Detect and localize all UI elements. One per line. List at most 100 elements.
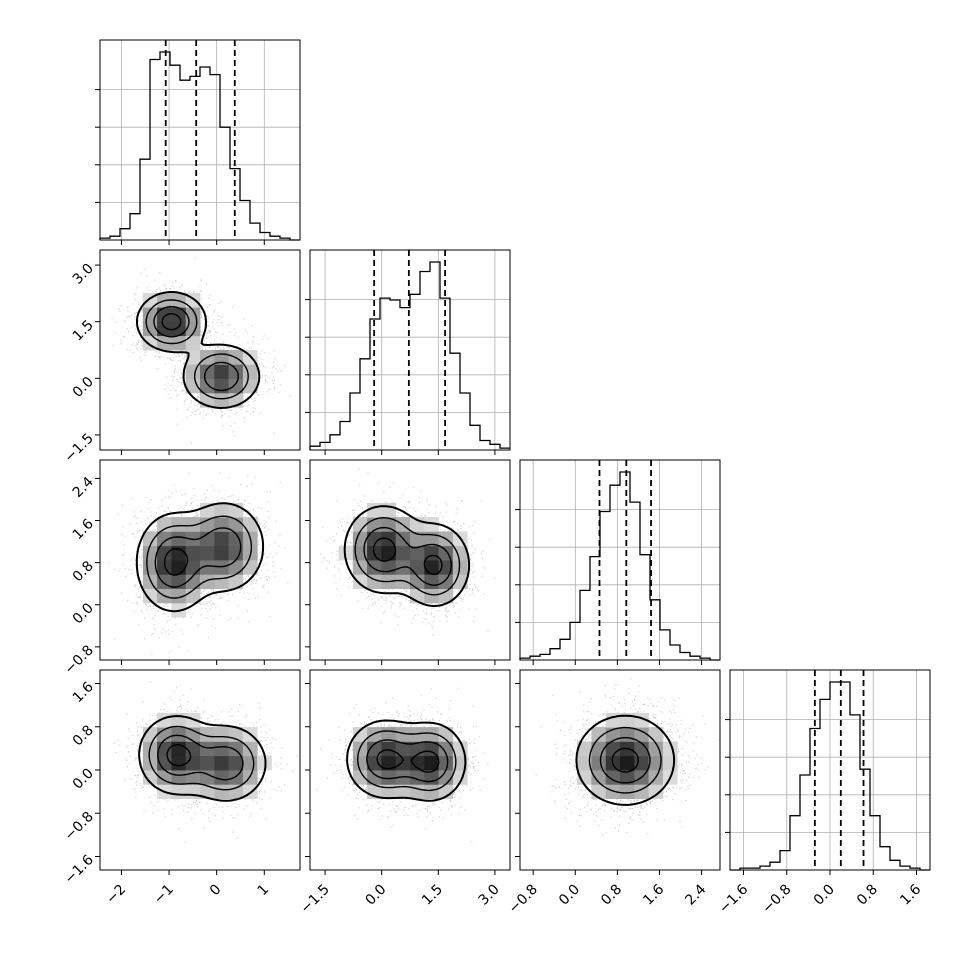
histogram-step — [519, 471, 720, 661]
density-bin — [395, 574, 411, 589]
joint-frame — [309, 459, 511, 661]
contour-line — [366, 739, 449, 783]
density-bin — [381, 770, 397, 785]
contour-line — [154, 527, 242, 588]
density-bin — [634, 727, 649, 742]
y-tick-label: −1.6 — [61, 852, 96, 887]
density-bin — [185, 378, 201, 394]
joint-frame — [99, 459, 301, 661]
density-bin — [381, 560, 397, 575]
density-bin — [242, 755, 258, 771]
density-bin — [200, 574, 215, 589]
density-bin — [214, 364, 229, 379]
y-tick-label: 1.5 — [70, 317, 97, 344]
y-tick-label: 3.0 — [70, 261, 97, 288]
density-bin — [214, 574, 229, 589]
density-bin — [214, 545, 229, 561]
density-bin — [381, 784, 397, 799]
x-tick-label: −0.8 — [759, 882, 794, 917]
density-bin — [381, 755, 397, 771]
density-bin — [214, 560, 229, 575]
x-tick-label: −1 — [151, 882, 177, 908]
density-bin — [185, 784, 201, 799]
x-tick-label: 0.0 — [811, 882, 838, 909]
density-bin — [171, 755, 187, 771]
x-tick-label: −1.6 — [716, 881, 751, 916]
joint-content — [108, 472, 289, 655]
contour-line — [363, 526, 452, 586]
density-bin — [214, 741, 229, 757]
density-bin — [242, 741, 258, 757]
density-bin — [185, 545, 201, 561]
contour-line — [146, 515, 253, 599]
y-tick-label: −0.8 — [61, 809, 96, 844]
density-bin — [381, 502, 397, 518]
density-bin — [200, 741, 215, 757]
density-bin — [171, 741, 187, 757]
joint-content — [310, 687, 489, 843]
density-bin — [395, 755, 411, 771]
density-bin — [228, 517, 244, 532]
hist-frame — [519, 459, 721, 661]
density-bin — [620, 784, 635, 799]
density-bin — [257, 755, 272, 771]
x-tick-label: 1.6 — [640, 881, 667, 908]
density-bin — [157, 531, 172, 547]
density-bin — [410, 560, 425, 575]
x-tick-label: 0.8 — [598, 882, 625, 909]
density-bin — [620, 755, 635, 771]
density-bin — [228, 364, 244, 379]
density-bin — [352, 574, 368, 589]
contour-line — [138, 715, 267, 802]
density-bin — [214, 727, 229, 742]
density-bin — [228, 755, 244, 771]
density-bin — [228, 770, 244, 785]
y-tick-label: −0.8 — [61, 642, 96, 677]
density-bin — [142, 574, 158, 589]
density-bin — [577, 770, 592, 785]
x-tick-label: 2.4 — [682, 881, 709, 908]
density-bin — [424, 560, 439, 575]
density-bin — [214, 770, 229, 785]
density-bin — [185, 364, 201, 379]
density-bin — [367, 531, 382, 547]
density-bin — [438, 588, 454, 604]
density-bin — [142, 531, 158, 547]
density-bin — [185, 755, 201, 771]
contour-line — [611, 747, 639, 773]
contour-line — [343, 505, 471, 607]
density-bin — [200, 770, 215, 785]
x-tick-label: 3.0 — [476, 882, 503, 909]
hist-panel-2 — [515, 459, 721, 661]
density-bin — [381, 741, 397, 757]
density-bin — [228, 545, 244, 561]
hist-panel-1 — [305, 249, 511, 451]
density-bin — [438, 741, 454, 757]
joint-content — [100, 681, 298, 843]
density-bin — [395, 784, 411, 799]
density-bin — [228, 741, 244, 757]
density-bin — [367, 741, 382, 757]
contour-line — [148, 725, 255, 791]
density-bin — [200, 560, 215, 575]
x-tick-label: 1.6 — [897, 881, 924, 908]
contour-line — [136, 291, 261, 409]
density-bin — [648, 755, 664, 771]
y-tick-label: 0.0 — [70, 766, 97, 793]
density-bin — [452, 755, 468, 771]
x-tick-label: −2 — [103, 882, 129, 908]
density-bin — [620, 727, 635, 742]
density-bin — [591, 770, 607, 785]
x-tick-label: −0.8 — [506, 882, 541, 917]
density-bin — [142, 588, 158, 604]
joint-panel-1-2 — [309, 459, 511, 661]
contour-line — [135, 502, 265, 613]
density-bin — [591, 755, 607, 771]
density-bin — [228, 784, 244, 799]
density-bin — [171, 560, 187, 575]
contour-line — [357, 730, 457, 792]
density-bin — [214, 755, 229, 771]
density-bin — [367, 727, 382, 742]
density-bin — [228, 574, 244, 589]
